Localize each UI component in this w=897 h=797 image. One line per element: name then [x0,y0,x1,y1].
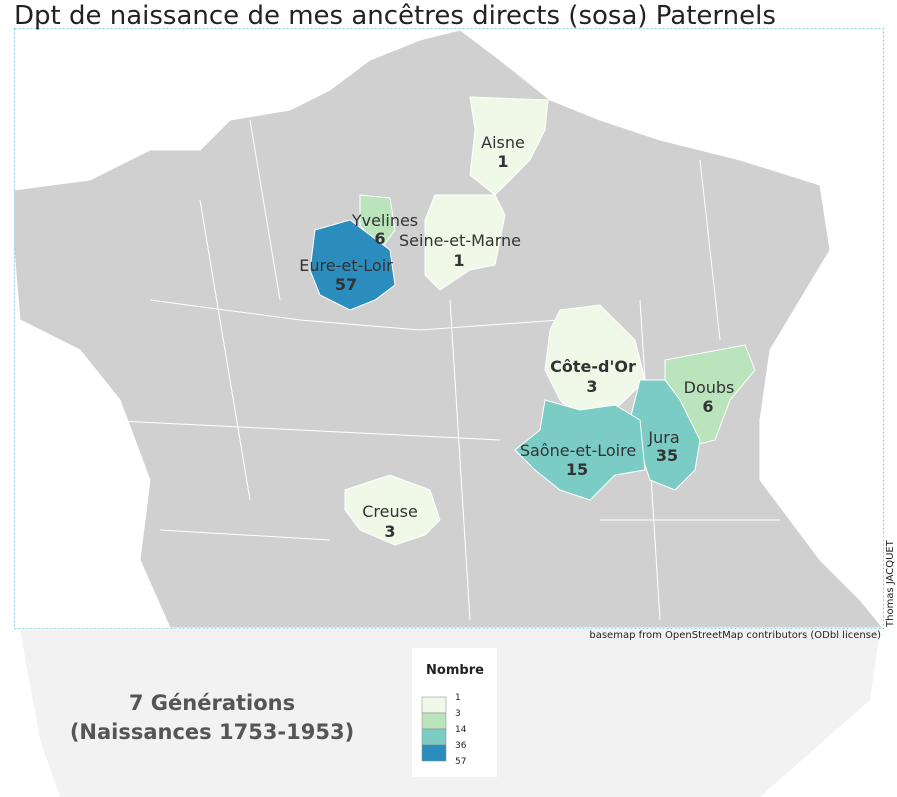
department-value: 1 [497,152,508,171]
legend-swatch [421,744,447,762]
department-name: Doubs [684,378,735,397]
department-name: Jura [647,428,679,447]
department-name: Creuse [362,502,418,521]
basemap [13,29,885,629]
department-value: 1 [453,251,464,270]
department [424,194,506,291]
department-name: Seine-et-Marne [399,231,521,250]
department [359,194,396,251]
legend-break-label: 57 [455,757,466,767]
department-name: Eure-et-Loir [299,256,393,275]
legend: Nombre 1 3 14 36 57 [412,648,497,777]
legend-break-label: 3 [455,709,461,719]
department [514,399,646,501]
note: (Naissances 1753-1953) [70,720,354,744]
department-name: Saône-et-Loire [520,441,636,460]
legend-break-label: 14 [455,725,467,735]
department-value: 3 [586,377,597,396]
map-frame [14,28,884,629]
department [344,474,441,546]
legend-swatch [421,712,447,730]
legend-title: Nombre [426,663,484,678]
legend-break-label: 36 [455,741,467,751]
department-name: Côte-d'Or [550,357,636,376]
department-value: 15 [566,460,588,479]
note: 7 Générations [129,691,295,715]
department-name: Aisne [481,133,525,152]
department-value: 3 [384,522,395,541]
legend-break-label: 1 [455,693,461,703]
department-value: 35 [656,446,678,465]
department-value: 6 [374,229,385,248]
department-name: Yvelines [351,211,418,230]
department [469,96,549,196]
legend-swatch [421,728,447,746]
department-labels: Aisne 1 Yvelines 6 Seine-et-Marne 1 Eure… [299,133,734,541]
author: Thomas JACQUET [885,539,896,628]
map-title: Dpt de naissance de mes ancêtres directs… [14,1,776,31]
legend-swatch [421,696,447,714]
department-value: 57 [335,275,357,294]
department [309,219,396,311]
credit: basemap from OpenStreetMap contributors … [589,630,881,641]
department-value: 6 [702,397,713,416]
